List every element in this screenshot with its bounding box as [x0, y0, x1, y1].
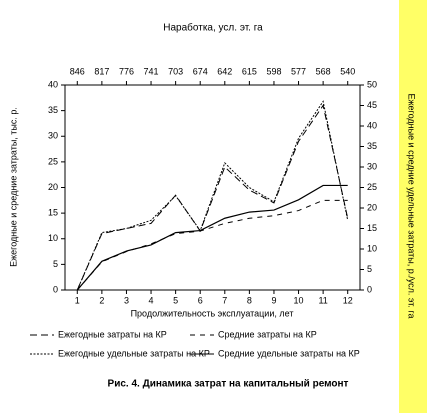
x-tick-label: 11 [318, 295, 327, 305]
y2-tick-label: 40 [367, 120, 377, 130]
x2-tick-label: 776 [119, 66, 134, 76]
side-strip [399, 0, 427, 413]
y2-tick-label: 25 [367, 182, 377, 192]
y-tick-label: 35 [48, 105, 58, 115]
legend-label: Ежегодные затраты на КР [58, 329, 167, 339]
x-tick-label: 12 [343, 295, 353, 305]
series-line [76, 104, 349, 291]
x-tick-label: 4 [149, 295, 154, 305]
y-tick-label: 20 [48, 182, 58, 192]
y-tick-label: 10 [48, 233, 58, 243]
x-axis-label: Продолжительность эксплуатации, лет [131, 308, 294, 318]
series-line [76, 100, 349, 291]
y2-tick-label: 20 [367, 202, 377, 212]
x-tick-label: 5 [173, 295, 178, 305]
legend-label: Средние затраты на КР [218, 329, 317, 339]
x2-tick-label: 741 [144, 66, 159, 76]
x2-tick-label: 846 [70, 66, 85, 76]
x2-tick-label: 615 [242, 66, 257, 76]
x2-tick-label: 674 [193, 66, 208, 76]
y2-tick-label: 50 [367, 79, 377, 89]
x-tick-label: 2 [99, 295, 104, 305]
x2-tick-label: 540 [340, 66, 355, 76]
chart-title: Наработка, усл. эт. га [163, 22, 263, 34]
y-tick-label: 30 [48, 131, 58, 141]
y-tick-label: 25 [48, 156, 58, 166]
series-line [76, 184, 348, 291]
y2-axis-label: Ежегодные и средние удельные затраты, р.… [407, 94, 417, 319]
y2-tick-label: 5 [367, 264, 372, 274]
x-tick-label: 1 [75, 295, 80, 305]
x2-tick-label: 817 [94, 66, 109, 76]
y2-tick-label: 35 [367, 141, 377, 151]
x2-tick-label: 703 [168, 66, 183, 76]
y-axis-label: Ежегодные и средние затраты, тыс. р. [8, 107, 18, 267]
x-tick-label: 6 [198, 295, 203, 305]
legend-label: Ежегодные удельные затраты на КР [58, 348, 210, 358]
x-tick-label: 9 [271, 295, 276, 305]
y-tick-label: 0 [53, 284, 58, 294]
y2-tick-label: 15 [367, 223, 377, 233]
x2-tick-label: 577 [291, 66, 306, 76]
y2-tick-label: 30 [367, 161, 377, 171]
x-tick-label: 3 [124, 295, 129, 305]
x-tick-label: 7 [222, 295, 227, 305]
y2-tick-label: 0 [367, 284, 372, 294]
x-tick-label: 10 [294, 295, 304, 305]
y-tick-label: 40 [48, 79, 58, 89]
x2-tick-label: 642 [217, 66, 232, 76]
series-line [76, 199, 348, 291]
y2-tick-label: 10 [367, 243, 377, 253]
x2-tick-label: 568 [316, 66, 331, 76]
y-tick-label: 5 [53, 259, 58, 269]
caption: Рис. 4. Динамика затрат на капитальный р… [108, 379, 349, 390]
legend-label: Средние удельные затраты на КР [218, 348, 360, 358]
y-tick-label: 15 [48, 208, 58, 218]
y2-tick-label: 45 [367, 100, 377, 110]
x-tick-label: 8 [247, 295, 252, 305]
x2-tick-label: 598 [266, 66, 281, 76]
